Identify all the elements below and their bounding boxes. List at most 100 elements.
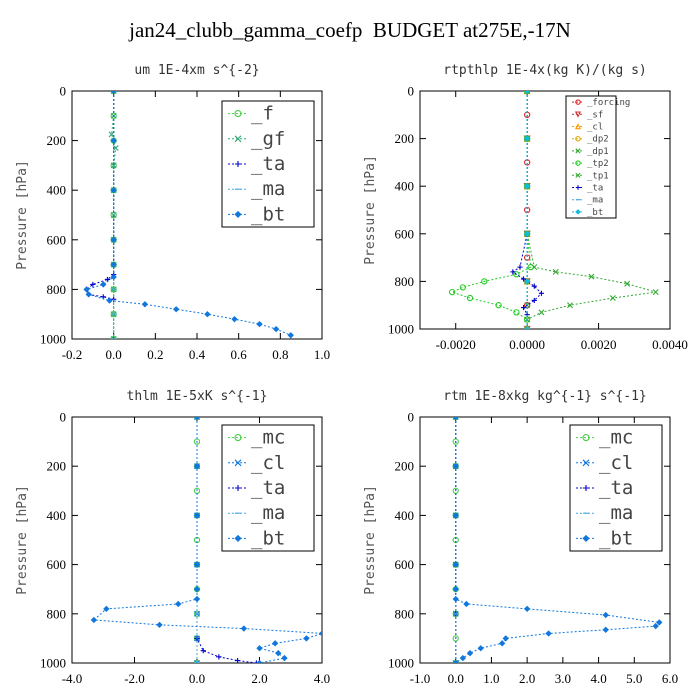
panel-title: um 1E-4xm s^{-2} bbox=[134, 63, 259, 78]
legend-marker-bt bbox=[234, 210, 242, 218]
y-tick-label: 1000 bbox=[388, 322, 414, 337]
series-line-tp2 bbox=[450, 91, 532, 320]
data-point-bt bbox=[173, 306, 180, 313]
data-point-bt bbox=[110, 137, 117, 144]
x-tick-label: 0.0000 bbox=[509, 337, 545, 352]
chart-panel-4: rtm 1E-8xkg kg^{-1} s^{-1} Pressure [hPa]… bbox=[363, 389, 678, 686]
legend-label-ta: _ta bbox=[251, 477, 285, 499]
data-point-bt bbox=[452, 659, 459, 663]
data-point-mc bbox=[193, 659, 201, 663]
data-point-bt bbox=[110, 91, 117, 95]
chart-panel-2: rtpthlp 1E-4x(kg K)/(kg s) Pressure [hPa]… bbox=[363, 63, 688, 352]
data-point-bt bbox=[275, 649, 282, 657]
data-point-bt bbox=[523, 325, 531, 329]
x-tick-label: 0.8 bbox=[272, 347, 288, 362]
data-point-gf bbox=[110, 336, 117, 339]
data-point-bt bbox=[523, 230, 531, 237]
y-axis-label: Pressure [hPa] bbox=[363, 485, 378, 595]
series-line-gf bbox=[111, 91, 117, 339]
data-point-ta bbox=[538, 290, 545, 296]
data-point-bt bbox=[90, 616, 98, 624]
legend-label-mc: _mc bbox=[251, 427, 285, 449]
data-point-tp2 bbox=[448, 288, 456, 296]
x-tick-label: 0.6 bbox=[231, 347, 248, 362]
y-tick-label: 0 bbox=[408, 84, 415, 99]
y-tick-label: 0 bbox=[408, 410, 415, 425]
data-point-ta bbox=[510, 269, 516, 275]
data-point-bt bbox=[452, 586, 459, 593]
legend-label-sf: _sf bbox=[587, 110, 603, 120]
legend-label-bt: _bt bbox=[251, 527, 285, 549]
legend-marker-tp2 bbox=[575, 160, 581, 166]
legend-marker-bt bbox=[575, 209, 581, 215]
data-point-tp1 bbox=[567, 302, 573, 309]
data-point-cl bbox=[194, 417, 200, 420]
data-point-tp2 bbox=[459, 284, 467, 291]
x-tick-label: 6.0 bbox=[662, 671, 678, 686]
y-tick-label: 600 bbox=[47, 232, 67, 247]
legend-label-ma: _ma bbox=[599, 502, 633, 524]
x-tick-label: 1.0 bbox=[483, 671, 499, 686]
legend-marker-sf bbox=[574, 111, 582, 118]
series-layer bbox=[448, 91, 659, 329]
data-point-tp1 bbox=[552, 268, 559, 275]
legend: _forcing _sf _cl _dp2 _dp1 _tp2 _tp1 _ta _ma _bt bbox=[565, 95, 630, 219]
legend-marker-cl bbox=[582, 459, 590, 467]
data-point-bt bbox=[193, 561, 201, 568]
legend-label-bt: _bt bbox=[251, 203, 285, 225]
data-point-tp2 bbox=[495, 302, 502, 309]
legend-marker-cl bbox=[234, 459, 242, 467]
data-point-bt bbox=[271, 640, 279, 647]
data-point-cl bbox=[194, 660, 200, 663]
data-point-ta bbox=[531, 297, 537, 304]
data-point-bt bbox=[545, 630, 552, 637]
y-tick-label: 400 bbox=[395, 179, 415, 194]
legend-label-dp1: _dp1 bbox=[587, 147, 609, 157]
y-tick-label: 400 bbox=[47, 508, 67, 523]
data-point-bt bbox=[256, 645, 263, 652]
data-point-tp2 bbox=[466, 294, 474, 302]
data-point-bt bbox=[106, 297, 113, 304]
data-point-bt bbox=[452, 463, 459, 470]
data-point-ta bbox=[235, 657, 241, 663]
x-tick-label: 4.0 bbox=[590, 671, 606, 686]
data-point-dp1 bbox=[524, 326, 531, 329]
data-point-bt bbox=[459, 654, 467, 662]
data-point-bt bbox=[110, 261, 117, 268]
data-point-tp2 bbox=[513, 309, 520, 316]
data-point-bt bbox=[523, 605, 531, 613]
x-tick-label: 2.0 bbox=[251, 671, 267, 686]
y-tick-label: 1000 bbox=[40, 656, 66, 671]
data-point-bt bbox=[602, 611, 609, 619]
data-point-bt bbox=[452, 561, 459, 568]
y-tick-label: 600 bbox=[395, 557, 415, 572]
data-point-ta bbox=[90, 281, 96, 288]
series-layer bbox=[90, 417, 322, 663]
data-point-gf bbox=[110, 91, 117, 94]
legend-label-ma: _ma bbox=[251, 178, 285, 200]
y-tick-label: 1000 bbox=[388, 656, 414, 671]
data-point-bt bbox=[477, 645, 484, 652]
data-point-bt bbox=[193, 512, 201, 519]
y-tick-label: 400 bbox=[395, 508, 415, 523]
data-point-ta bbox=[200, 648, 206, 654]
data-point-bt bbox=[287, 332, 294, 339]
y-tick-label: 800 bbox=[395, 274, 415, 289]
legend-label-tp1: _tp1 bbox=[587, 171, 609, 181]
legend-marker-ta bbox=[575, 185, 581, 190]
y-tick-label: 800 bbox=[47, 282, 67, 297]
data-point-bt bbox=[303, 635, 310, 642]
data-point-tp2 bbox=[513, 271, 520, 278]
x-tick-label: 0.0 bbox=[106, 347, 122, 362]
data-point-cl bbox=[452, 417, 459, 420]
data-point-ta bbox=[517, 264, 523, 270]
x-tick-label: 0.0020 bbox=[581, 337, 617, 352]
y-tick-label: 800 bbox=[395, 606, 415, 621]
legend-marker-dp2 bbox=[575, 135, 581, 142]
data-point-bt bbox=[466, 649, 474, 657]
legend-label-bt: _bt bbox=[587, 208, 603, 218]
x-tick-label: 1.0 bbox=[314, 347, 330, 362]
legend-marker-forcing bbox=[575, 99, 581, 105]
data-point-bt bbox=[85, 291, 92, 298]
